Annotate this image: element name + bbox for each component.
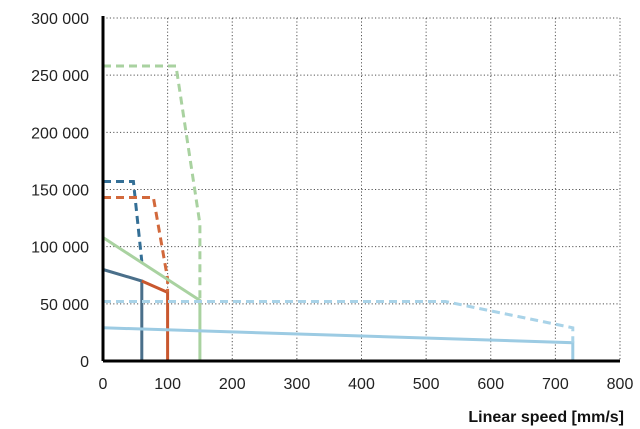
x-tick-label: 800 <box>607 376 634 393</box>
tick-labels: 0 100 200 300 400 500 600 700 800 0 50 000 100 000 1… <box>31 11 633 393</box>
x-tick-label: 700 <box>542 376 569 393</box>
y-tick-label: 200 000 <box>31 125 89 142</box>
y-tick-label: 300 000 <box>31 11 89 28</box>
x-tick-label: 100 <box>154 376 181 393</box>
series-line-2 <box>103 180 144 262</box>
series-line-7 <box>102 326 575 361</box>
series-line-6 <box>103 64 202 301</box>
x-tick-label: 300 <box>284 376 311 393</box>
series-line-8 <box>103 300 575 343</box>
series-line-5 <box>102 236 202 361</box>
axes <box>101 16 620 363</box>
y-tick-label: 0 <box>80 354 89 371</box>
x-tick-label: 0 <box>99 376 108 393</box>
series-line-3 <box>141 279 170 361</box>
x-axis-title: Linear speed [mm/s] <box>468 409 624 426</box>
y-tick-label: 50 000 <box>40 297 89 314</box>
x-tick-label: 400 <box>348 376 375 393</box>
y-tick-label: 100 000 <box>31 240 89 257</box>
grid <box>103 17 621 361</box>
x-tick-label: 500 <box>413 376 440 393</box>
x-tick-label: 200 <box>219 376 246 393</box>
series-line-4 <box>103 196 170 293</box>
series-group <box>102 64 575 361</box>
series-line-1 <box>102 268 144 361</box>
y-tick-label: 150 000 <box>31 183 89 200</box>
x-tick-label: 600 <box>477 376 504 393</box>
y-tick-label: 250 000 <box>31 68 89 85</box>
